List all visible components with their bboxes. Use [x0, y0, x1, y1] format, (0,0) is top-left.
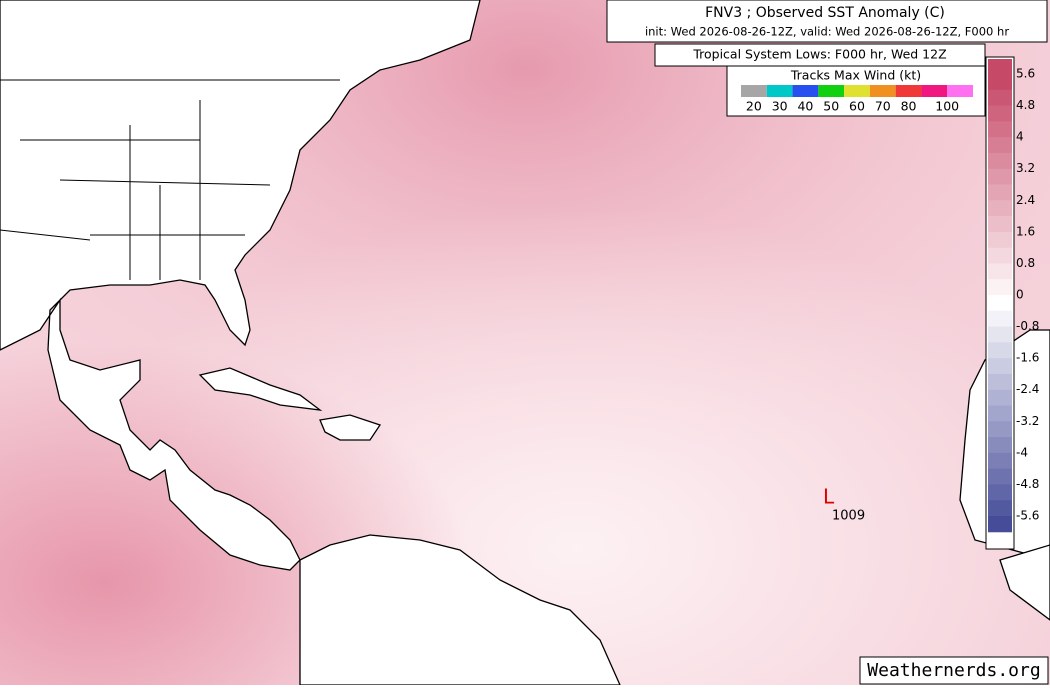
colorbar-label: -4	[1016, 445, 1028, 459]
wind-label: 100	[935, 99, 959, 114]
colorbar-step	[988, 326, 1012, 343]
colorbar-step	[988, 484, 1012, 501]
colorbar-step	[988, 105, 1012, 122]
colorbar-label: -3.2	[1016, 414, 1039, 428]
wind-swatch	[895, 85, 922, 97]
colorbar-label: 4	[1016, 130, 1024, 144]
colorbar-label: 4.8	[1016, 98, 1035, 112]
watermark: Weathernerds.org	[867, 660, 1040, 681]
colorbar-step	[988, 358, 1012, 375]
borders	[0, 79, 340, 280]
colorbar-step	[988, 468, 1012, 485]
colorbar-label: 1.6	[1016, 224, 1035, 238]
colorbar-step	[988, 437, 1012, 454]
colorbar-label: -0.8	[1016, 319, 1039, 333]
wind-swatch	[869, 85, 896, 97]
wind-swatch	[844, 85, 870, 97]
colorbar-label: 5.6	[1016, 67, 1035, 81]
low-symbol: L	[823, 485, 835, 509]
wind-label: 60	[849, 99, 865, 114]
wind-swatch	[766, 85, 793, 97]
colorbar-label: 0	[1016, 288, 1024, 302]
lows-legend-title: Tropical System Lows: F000 hr, Wed 12Z	[692, 47, 946, 62]
colorbar-step	[988, 421, 1012, 438]
colorbar-step	[988, 373, 1012, 391]
wind-label: 50	[823, 99, 839, 114]
colorbar-step	[988, 310, 1012, 328]
wind-label: 30	[772, 99, 788, 114]
colorbar-step	[988, 295, 1012, 312]
colorbar-step	[988, 405, 1012, 422]
colorbar-step	[988, 231, 1012, 249]
wind-legend-title: Tracks Max Wind (kt)	[790, 68, 921, 83]
colorbar-step	[988, 168, 1012, 185]
title: FNV3 ; Observed SST Anomaly (C)	[705, 5, 945, 21]
colorbar-label: -4.8	[1016, 477, 1039, 491]
wind-swatch	[741, 85, 767, 97]
colorbar-step	[988, 342, 1012, 359]
colorbar-step	[988, 152, 1012, 170]
wm-box	[859, 656, 1049, 685]
wind-label: 80	[901, 99, 917, 114]
colorbar-step	[988, 121, 1012, 138]
colorbar-step	[988, 59, 1012, 76]
colorbar-label: 3.2	[1016, 161, 1035, 175]
colorbar-step	[988, 389, 1012, 406]
wind-swatch	[921, 85, 948, 97]
wind-swatch	[947, 85, 973, 97]
colorbar-label: 2.4	[1016, 193, 1035, 207]
colorbar-step	[988, 247, 1012, 264]
title-box	[606, 0, 1048, 43]
wind-label: 70	[875, 99, 891, 114]
colorbar-step	[988, 500, 1012, 517]
colorbar-step	[988, 516, 1012, 533]
low-pressure: 1009	[832, 509, 865, 524]
colorbar-step	[988, 137, 1012, 154]
colorbar-step	[988, 279, 1012, 296]
colorbar-step	[988, 263, 1012, 280]
colorbar-step	[988, 89, 1012, 107]
colorbar-label: -2.4	[1016, 382, 1039, 396]
colorbar-step	[988, 216, 1012, 233]
colorbar-label: -5.6	[1016, 509, 1039, 523]
colorbar-step	[988, 452, 1012, 470]
wind-swatch	[818, 85, 845, 97]
wind-label: 40	[797, 99, 813, 114]
colorbar-step	[988, 200, 1012, 217]
colorbar-step	[988, 184, 1012, 201]
colorbar-label: -1.6	[1016, 351, 1039, 365]
colorbar-label: 0.8	[1016, 256, 1035, 270]
colorbar-step	[988, 74, 1012, 91]
wind-swatch	[792, 85, 819, 97]
subtitle: init: Wed 2026-08-26-12Z, valid: Wed 202…	[645, 25, 1009, 39]
wind-label: 20	[746, 99, 762, 114]
